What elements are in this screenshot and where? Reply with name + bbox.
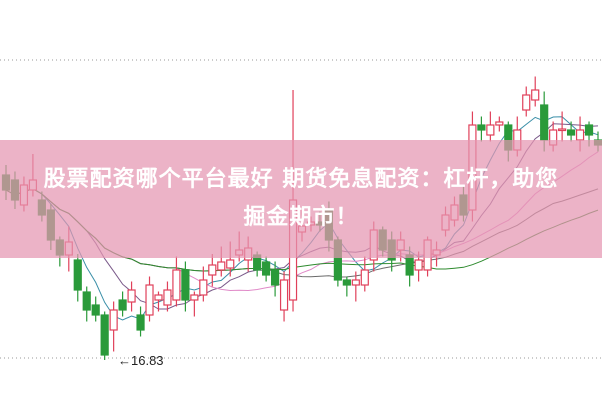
candle-down [73,259,82,291]
candle-down [118,299,127,311]
candle-down [342,279,351,286]
candle-down [91,304,100,316]
candle-up [163,289,172,306]
candle-up [109,309,118,331]
candle-up [154,294,163,301]
candle-up [208,264,217,276]
candle-down [262,261,271,276]
candle-down [100,314,109,356]
banner-title-line2: 掘金期市！ [243,205,359,230]
candle-up [351,279,360,286]
candle-down [566,129,576,136]
candle-up [217,261,226,271]
candle-up [486,124,495,136]
candle-down [477,124,486,131]
candle-up [145,284,154,316]
title-banner: 股票配资哪个平台最好 期货免息配资：杠杆，助您 掘金期市！ [0,140,602,258]
candle-up [558,128,567,132]
candle-up [199,279,208,296]
low-price-label: ←16.83 [118,353,164,368]
candle-up [172,269,181,301]
candle-up [522,94,531,111]
candle-down [82,291,91,311]
banner-title-line1: 股票配资哪个平台最好 期货免息配资：杠杆，助您 [43,167,559,192]
candle-down [540,104,549,141]
candle-up [226,259,235,269]
candle-up [414,259,423,271]
candle-up [190,294,199,301]
candle-down [405,254,414,276]
candle-up [127,289,136,303]
candle-up [279,279,289,311]
candle-up [575,129,585,141]
candle-down [136,314,145,331]
candle-up [360,269,369,286]
candle-up [495,121,504,126]
candle-up [531,89,540,101]
candle-down [584,124,594,136]
candle-down [181,269,190,301]
candle-down [270,269,280,286]
